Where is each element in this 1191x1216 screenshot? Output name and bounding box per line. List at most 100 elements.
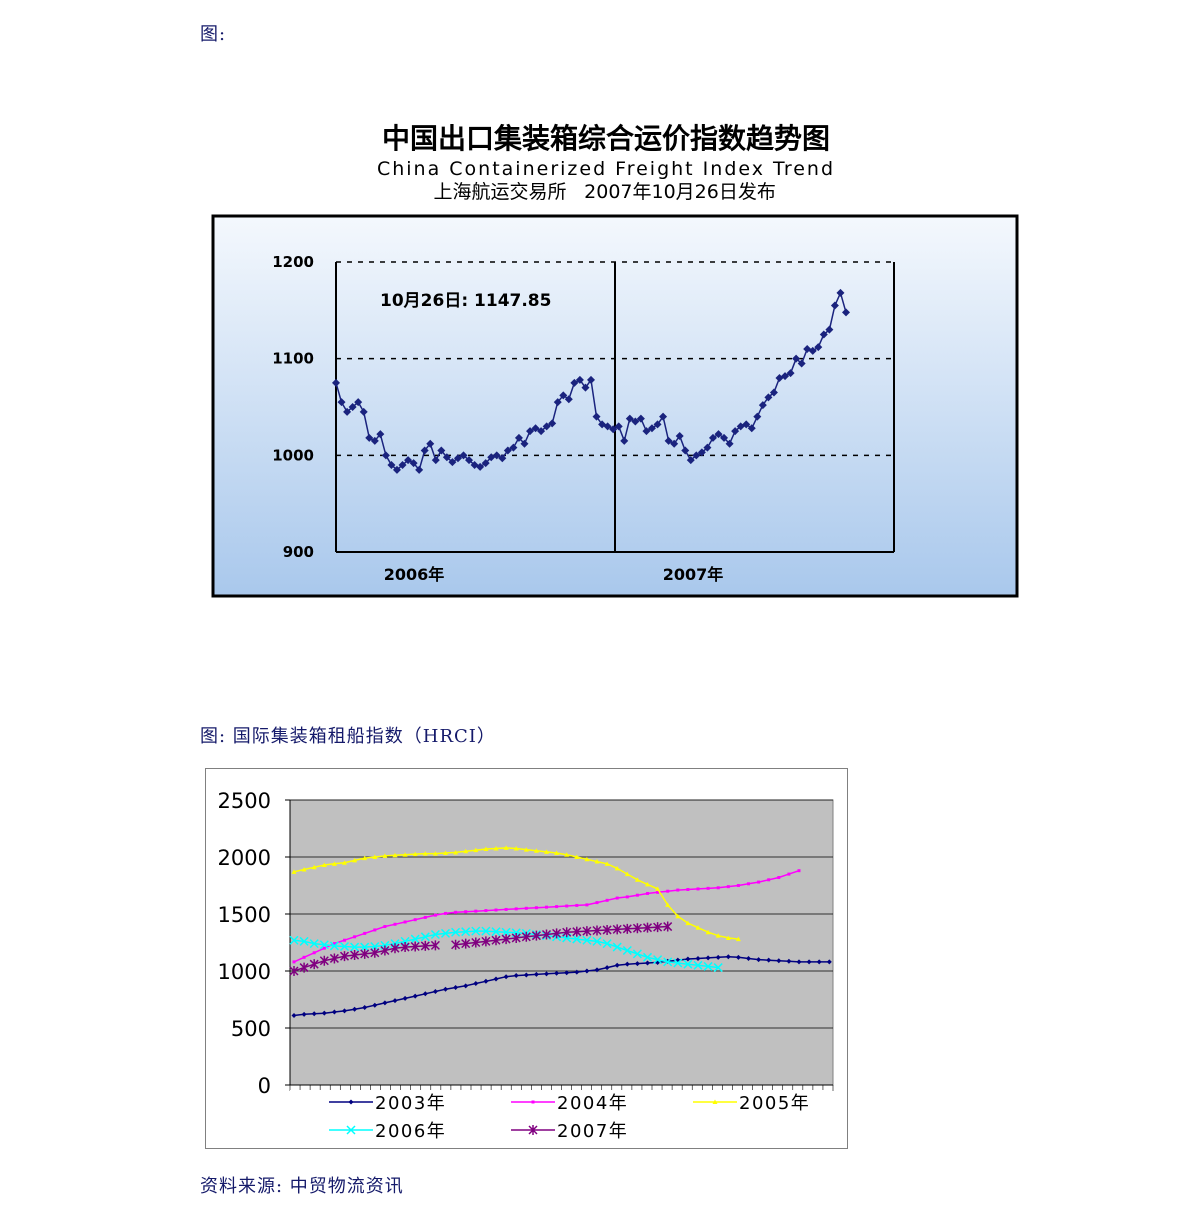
hrci-data-point [461,927,471,937]
hrci-data-point [634,877,640,882]
hrci-data-point [422,851,428,856]
hrci-data-point [339,941,350,952]
hrci-data-point [481,936,491,947]
hrci-data-point [321,1010,327,1016]
hrci-data-point [683,959,693,969]
hrci-data-point [725,935,731,940]
hrci-data-point [503,974,509,980]
hrci-data-point [352,1006,358,1012]
hrci-data-point [350,942,360,952]
hrci-data-point [653,922,663,933]
hrci-data-point [521,931,531,942]
ccfi-data-point [664,436,673,445]
ccfi-data-point [392,465,401,474]
hrci-data-point [624,961,630,967]
ccfi-y-tick-label: 900 [283,543,314,561]
ccfi-data-point [725,439,734,448]
hrci-data-point [575,903,579,907]
hrci-data-point [564,852,570,857]
hrci-data-point [787,872,791,876]
hrci-legend-label: 2007年 [557,1121,628,1142]
hrci-data-point [544,971,549,977]
hrci-data-point [572,926,582,937]
hrci-data-point [430,940,440,951]
hrci-data-point [826,959,832,965]
hrci-data-point [584,856,590,862]
hrci-data-point [656,890,660,894]
source-note: 资料来源: 中贸物流资讯 [200,1176,404,1197]
ccfi-data-point [769,388,778,397]
hrci-data-point [289,935,299,945]
hrci-data-point [572,934,582,944]
hrci-data-point [584,968,590,974]
hrci-data-point [685,920,691,926]
hrci-data-point [635,893,639,897]
ccfi-data-point [476,462,485,471]
hrci-data-point [373,928,377,932]
ccfi-data-point [442,453,451,462]
hrci-data-point [533,971,539,977]
hrci-data-point [453,985,459,991]
hrci-data-point [360,948,370,959]
hrci-legend-label: 2004年 [557,1093,628,1114]
hrci-data-point [491,927,501,937]
ccfi-plot-area: 900 1000 1100 1200 2006年 2007年 [272,253,895,584]
ccfi-data-point [842,308,850,317]
ccfi-data-point [332,378,340,387]
hrci-data-point [301,867,307,872]
ccfi-publisher: 上海航运交易所 [433,181,566,203]
hrci-data-point [777,876,781,880]
ccfi-data-point [620,436,629,445]
hrci-data-point [767,878,771,882]
hrci-legend-label: 2006年 [375,1121,446,1142]
ccfi-data-point [481,459,490,468]
ccfi-data-point [520,439,529,448]
ccfi-data-point [703,443,712,452]
hrci-data-point [715,954,721,960]
hrci-data-point [612,942,622,952]
ccfi-data-point [376,430,385,439]
hrci-data-point [565,904,569,908]
ccfi-data-point [343,407,352,416]
hrci-data-point [301,1011,307,1017]
hrci-data-point [481,926,491,936]
hrci-data-point [705,955,711,961]
hrci-data-point [433,913,437,917]
ccfi-data-point [548,419,557,428]
ccfi-data-point [575,375,584,384]
ccfi-data-point [614,422,623,431]
hrci-data-point [484,909,488,913]
hrci-data-point [332,942,336,946]
hrci-data-point [372,1002,378,1008]
ccfi-data-point [731,427,740,436]
hrci-data-point [451,927,461,937]
hrci-data-point [786,958,792,964]
hrci-data-point [605,898,609,902]
hrci-data-point [523,847,529,852]
ccfi-data-point [670,439,679,448]
hrci-data-point [796,959,802,965]
ccfi-data-point [631,417,640,426]
hrci-data-point [494,908,498,912]
hrci-data-point [646,891,649,895]
hrci-data-point [410,941,420,952]
hrci-data-point [555,905,559,909]
ccfi-data-point [365,433,374,442]
ccfi-annotation: 10月26日: 1147.85 [380,291,551,311]
ccfi-data-point [758,401,767,410]
ccfi-data-point [825,325,834,334]
hrci-data-point [443,850,448,856]
hrci-data-point [299,936,309,946]
ccfi-data-point [337,398,346,407]
hrci-data-point [339,951,350,962]
hrci-data-point [420,932,430,942]
hrci-data-point [319,940,329,950]
hrci-data-point [413,918,417,922]
ccfi-data-point [409,459,418,468]
legend-swatch-marker [348,1099,354,1105]
hrci-data-point [602,939,612,949]
hrci-data-point [564,970,570,976]
hrci-data-point [504,907,508,911]
hrci-data-point [534,906,538,910]
hrci-data-point [483,846,489,852]
